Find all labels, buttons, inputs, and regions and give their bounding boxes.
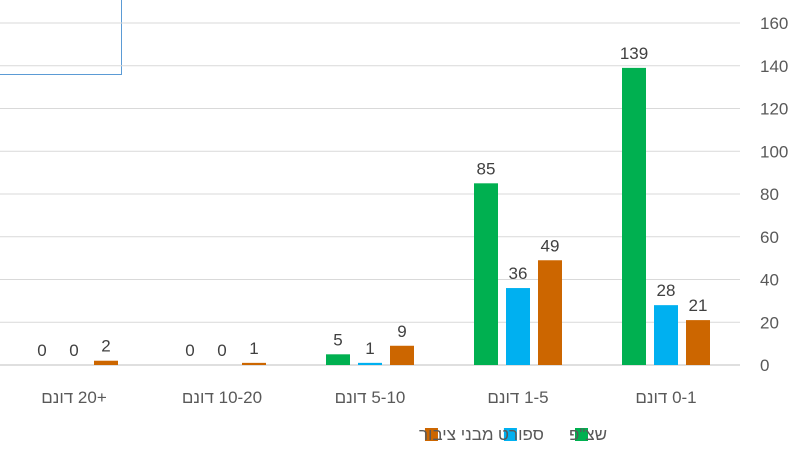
bar [242, 362, 266, 365]
data-label: 28 [657, 281, 676, 300]
bar [326, 354, 350, 365]
bar [390, 345, 414, 365]
bar [474, 183, 498, 365]
y-tick-label: 140 [760, 57, 788, 76]
bar [622, 67, 646, 365]
category-label: 0-1 דונם [635, 388, 696, 407]
data-label: 9 [397, 322, 406, 341]
bar [358, 362, 382, 365]
category-label: +20 דונם [41, 388, 107, 407]
bar [686, 320, 710, 365]
inset-frame [0, 0, 122, 75]
y-tick-label: 40 [760, 271, 779, 290]
legend-swatch [503, 428, 517, 441]
data-label: 49 [541, 236, 560, 255]
y-tick-label: 60 [760, 228, 779, 247]
y-tick-label: 20 [760, 313, 779, 332]
data-label: 139 [620, 44, 648, 63]
legend-swatch [575, 428, 588, 441]
data-label: 21 [689, 296, 708, 315]
data-label: 0 [69, 341, 78, 360]
data-label: 5 [333, 330, 342, 349]
data-label: 0 [185, 341, 194, 360]
legend-label: ספורט [498, 425, 544, 444]
data-label: 0 [37, 341, 46, 360]
data-label: 1 [365, 339, 374, 358]
category-label: 10-20 דונם [182, 388, 262, 407]
y-tick-label: 100 [760, 142, 788, 161]
y-tick-label: 120 [760, 100, 788, 119]
bar [538, 260, 562, 365]
bar [506, 288, 530, 365]
y-tick-label: 0 [760, 356, 769, 375]
y-tick-label: 160 [760, 14, 788, 33]
data-label: 2 [101, 337, 110, 356]
legend-swatch [424, 428, 438, 441]
category-label: 1-5 דונם [487, 388, 548, 407]
data-label: 85 [477, 159, 496, 178]
y-tick-label: 80 [760, 185, 779, 204]
data-label: 0 [217, 341, 226, 360]
legend-label: מבני ציבור [419, 425, 494, 444]
data-label: 1 [249, 339, 258, 358]
data-label: 36 [509, 264, 528, 283]
legend-label: שצ"פ [569, 425, 607, 444]
category-label: 5-10 דונם [335, 388, 406, 407]
bar [654, 305, 678, 365]
bar [94, 360, 118, 365]
